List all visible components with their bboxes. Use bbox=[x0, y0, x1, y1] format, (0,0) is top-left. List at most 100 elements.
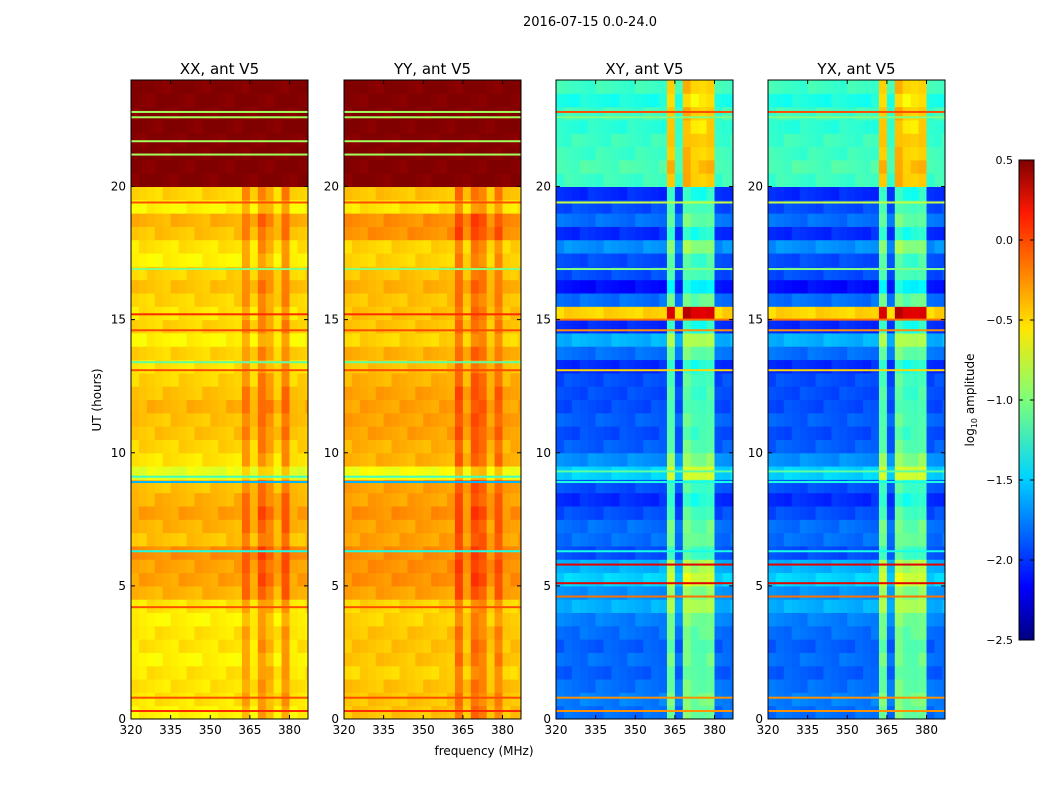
heatmap-cell bbox=[131, 439, 140, 454]
heatmap-cell bbox=[839, 532, 848, 547]
heatmap-cell bbox=[775, 639, 785, 653]
heatmap-cell bbox=[863, 119, 872, 134]
heatmap-cell bbox=[659, 293, 668, 307]
heatmap-cell bbox=[587, 279, 597, 294]
heatmap-cell bbox=[462, 133, 472, 148]
heatmap-cell bbox=[257, 332, 267, 347]
heatmap-cell bbox=[510, 639, 519, 653]
heatmap-cell bbox=[273, 559, 283, 574]
heatmap-cell bbox=[391, 572, 400, 587]
heatmap-cell bbox=[210, 372, 219, 387]
heatmap-cell bbox=[162, 93, 172, 108]
heatmap-cell bbox=[863, 213, 872, 227]
heatmap-cell bbox=[611, 213, 620, 227]
heatmap-cell bbox=[241, 293, 251, 307]
heatmap-cell bbox=[431, 386, 440, 400]
heatmap-cell bbox=[587, 559, 597, 574]
heatmap-cell bbox=[775, 599, 785, 613]
heatmap-cell bbox=[722, 279, 731, 294]
heatmap-cell bbox=[706, 612, 716, 627]
heatmap-cell bbox=[791, 279, 801, 294]
heatmap-cell bbox=[447, 426, 456, 440]
heatmap-cell bbox=[918, 199, 928, 214]
heatmap-cell bbox=[407, 359, 416, 374]
heatmap-cell bbox=[942, 519, 946, 534]
heatmap-cell bbox=[666, 346, 676, 361]
heatmap-cell bbox=[783, 452, 793, 467]
heatmap-cell bbox=[305, 106, 309, 121]
heatmap-cell bbox=[138, 119, 148, 134]
heatmap-cell bbox=[611, 572, 620, 587]
heatmap-cell bbox=[170, 426, 180, 440]
heatmap-cell bbox=[863, 439, 872, 454]
heatmap-cell bbox=[518, 506, 522, 520]
heatmap-cell bbox=[510, 679, 519, 693]
heatmap-cell bbox=[131, 479, 140, 494]
heatmap-cell bbox=[918, 426, 928, 440]
heatmap-cell bbox=[359, 599, 369, 613]
heatmap-cell bbox=[234, 559, 243, 574]
heatmap-cell bbox=[674, 652, 684, 667]
heatmap-cell bbox=[502, 652, 511, 667]
heatmap-cell bbox=[518, 93, 522, 108]
heatmap-cell bbox=[579, 479, 589, 494]
heatmap-cell bbox=[289, 239, 298, 254]
heatmap-cell bbox=[289, 306, 298, 321]
heatmap-cell bbox=[265, 506, 275, 520]
heatmap-cell bbox=[768, 372, 777, 387]
heatmap-cell bbox=[257, 545, 267, 560]
heatmap-cell bbox=[399, 639, 408, 653]
heatmap-cell bbox=[454, 705, 464, 720]
heatmap-cell bbox=[690, 399, 700, 414]
heatmap-cell bbox=[839, 332, 848, 347]
heatmap-cell bbox=[714, 106, 723, 121]
heatmap-cell bbox=[162, 479, 172, 494]
heatmap-cell bbox=[131, 532, 140, 547]
heatmap-cell bbox=[234, 253, 243, 267]
heatmap-cell bbox=[831, 133, 840, 148]
heatmap-cell bbox=[714, 466, 723, 480]
heatmap-cell bbox=[651, 466, 660, 480]
heatmap-cell bbox=[138, 226, 148, 241]
rfi-line bbox=[556, 481, 733, 484]
heatmap-cell bbox=[926, 186, 935, 201]
heatmap-cell bbox=[226, 412, 235, 427]
heatmap-cell bbox=[423, 293, 432, 307]
heatmap-cell bbox=[886, 226, 896, 241]
rfi-line bbox=[344, 696, 521, 699]
heatmap-cell bbox=[942, 479, 946, 494]
heatmap-cell bbox=[926, 519, 935, 534]
heatmap-cell bbox=[942, 665, 946, 680]
heatmap-cell bbox=[170, 306, 180, 321]
heatmap-cell bbox=[603, 599, 612, 613]
heatmap-cell bbox=[265, 186, 275, 201]
heatmap-cell bbox=[486, 279, 496, 294]
heatmap-cell bbox=[502, 332, 511, 347]
heatmap-cell bbox=[383, 639, 393, 653]
heatmap-cell bbox=[454, 332, 464, 347]
heatmap-cell bbox=[518, 306, 522, 321]
heatmap-cell bbox=[170, 612, 180, 627]
heatmap-cell bbox=[502, 159, 511, 174]
heatmap-cell bbox=[595, 133, 605, 148]
heatmap-cell bbox=[154, 119, 164, 134]
heatmap-cell bbox=[281, 359, 291, 374]
heatmap-cell bbox=[399, 266, 408, 281]
heatmap-cell bbox=[579, 599, 589, 613]
heatmap-cell bbox=[234, 519, 243, 534]
heatmap-cell bbox=[518, 80, 522, 94]
heatmap-cell bbox=[375, 439, 385, 454]
heatmap-cell bbox=[579, 80, 589, 94]
heatmap-cell bbox=[462, 479, 472, 494]
heatmap-cell bbox=[894, 545, 904, 560]
heatmap-cell bbox=[257, 386, 267, 400]
heatmap-cell bbox=[706, 452, 716, 467]
heatmap-cell bbox=[730, 346, 734, 361]
heatmap-cell bbox=[170, 279, 180, 294]
heatmap-cell bbox=[391, 372, 400, 387]
heatmap-cell bbox=[241, 266, 251, 281]
heatmap-cell bbox=[934, 332, 943, 347]
heatmap-cell bbox=[351, 159, 361, 174]
heatmap-cell bbox=[305, 133, 309, 148]
heatmap-cell bbox=[462, 279, 472, 294]
